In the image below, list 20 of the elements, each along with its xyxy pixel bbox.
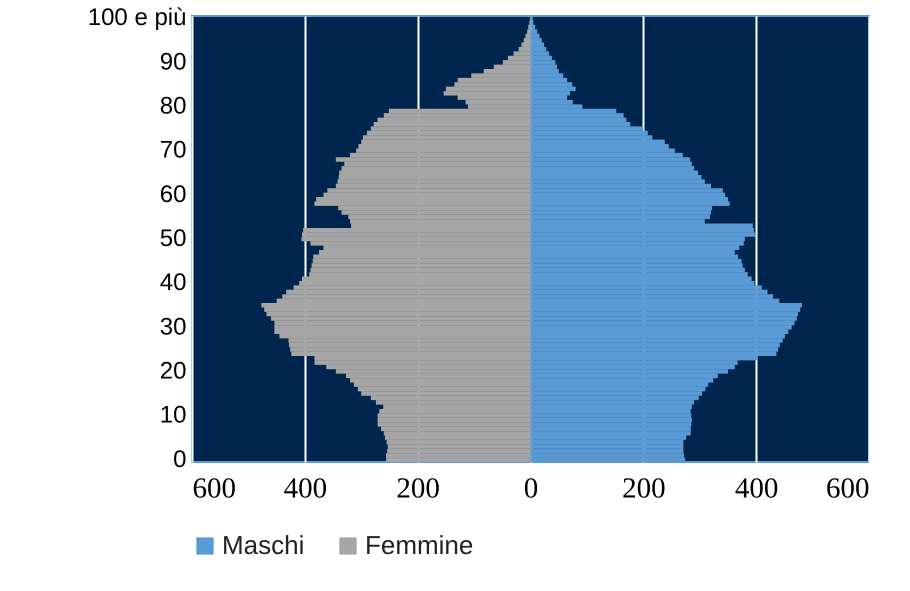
y-tick-label: 80 xyxy=(160,92,186,120)
x-tick-label: 200 xyxy=(396,472,440,504)
x-tick-label: 600 xyxy=(826,472,870,504)
y-tick-label: 0 xyxy=(173,446,186,473)
x-tick-label: 400 xyxy=(284,472,328,504)
y-tick-label: 60 xyxy=(160,180,186,208)
y-tick-label: 90 xyxy=(160,48,186,76)
y-tick-label: 40 xyxy=(160,269,186,296)
y-tick-label: 10 xyxy=(160,402,186,429)
x-tick-label: 400 xyxy=(734,472,778,504)
legend-label: Maschi xyxy=(222,530,304,560)
y-tick-label: 50 xyxy=(160,225,186,252)
y-tick-label: 30 xyxy=(160,313,186,340)
x-tick-label: 600 xyxy=(192,472,236,504)
x-tick-label: 200 xyxy=(622,472,666,504)
y-tick-label: 20 xyxy=(160,357,186,384)
y-tick-label: 100 e più xyxy=(88,4,186,32)
y-tick-label: 70 xyxy=(160,136,186,164)
x-tick-label: 0 xyxy=(524,472,538,504)
legend-label: Femmine xyxy=(365,530,474,560)
